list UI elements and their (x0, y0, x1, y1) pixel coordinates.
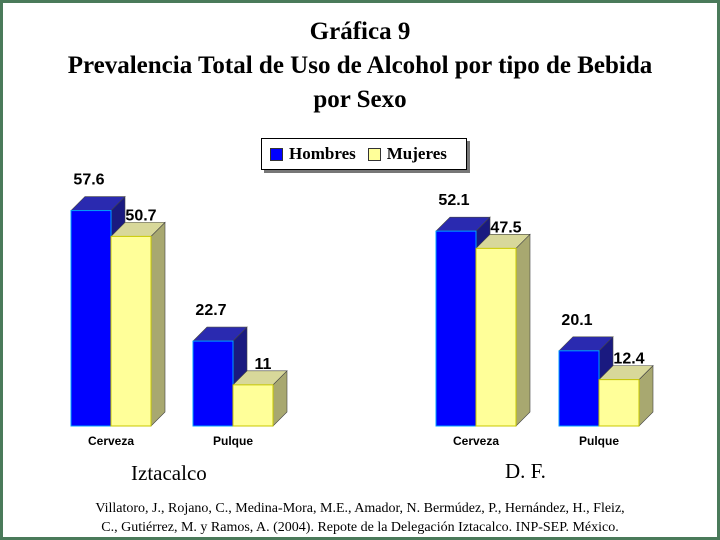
bar-g1-cerveza-mujeres (475, 247, 517, 427)
bar-g0-cerveza-mujeres-side (150, 221, 166, 427)
data-label-g0-pulque-hombres: 22.7 (195, 302, 226, 319)
citation-line-1: Villatoro, J., Rojano, C., Medina-Mora, … (95, 501, 625, 516)
data-label-g0-cerveza-hombres: 57.6 (73, 172, 104, 189)
x-tick-label-g0-pulque: Pulque (213, 434, 253, 448)
bar-chart: 57.6 50.7 Cerveza 22.7 11 Pulque 52.1 47.5 Cerve… (70, 172, 654, 448)
bar-g0-pulque-mujeres (232, 384, 274, 427)
chart-title-line-3: por Sexo (313, 86, 407, 113)
data-label-g1-cerveza-hombres: 52.1 (438, 192, 469, 209)
data-label-g0-cerveza-mujeres: 50.7 (125, 207, 156, 224)
bar-g0-cerveza-mujeres (110, 235, 152, 427)
bar-g1-pulque-hombres (558, 350, 600, 427)
bar-g0-pulque-hombres (192, 340, 234, 427)
group-label-df: D. F. (505, 459, 546, 483)
bar-g0-cerveza-hombres (70, 210, 112, 427)
x-tick-label-g0-cerveza: Cerveza (88, 434, 134, 448)
legend-item-mujeres: Mujeres (367, 144, 447, 164)
data-label-g0-pulque-mujeres: 11 (255, 356, 272, 373)
citation: Villatoro, J., Rojano, C., Medina-Mora, … (23, 499, 697, 537)
chart-legend: Hombres Mujeres (261, 138, 467, 170)
chart-title-line-2: Prevalencia Total de Uso de Alcohol por … (67, 52, 653, 79)
bar-g1-cerveza-mujeres-side (515, 233, 531, 427)
legend-swatch-mujeres (367, 147, 381, 161)
citation-line-2: C., Gutiérrez, M. y Ramos, A. (2004). Re… (101, 520, 619, 535)
data-label-g1-cerveza-mujeres: 47.5 (490, 219, 521, 236)
data-label-g1-pulque-hombres: 20.1 (561, 312, 592, 329)
chart-title-line-1: Gráfica 9 (309, 18, 411, 45)
bar-g1-pulque-mujeres (598, 379, 640, 427)
legend-label-hombres: Hombres (289, 144, 356, 163)
data-label-g1-pulque-mujeres: 12.4 (613, 351, 644, 368)
bar-g1-cerveza-hombres (435, 230, 477, 427)
group-label-iztacalco: Iztacalco (131, 461, 207, 485)
legend-item-hombres: Hombres (270, 144, 356, 164)
x-tick-label-g1-cerveza: Cerveza (453, 434, 499, 448)
legend-label-mujeres: Mujeres (386, 144, 447, 163)
x-tick-label-g1-pulque: Pulque (579, 434, 619, 448)
legend-swatch-hombres (270, 147, 283, 161)
